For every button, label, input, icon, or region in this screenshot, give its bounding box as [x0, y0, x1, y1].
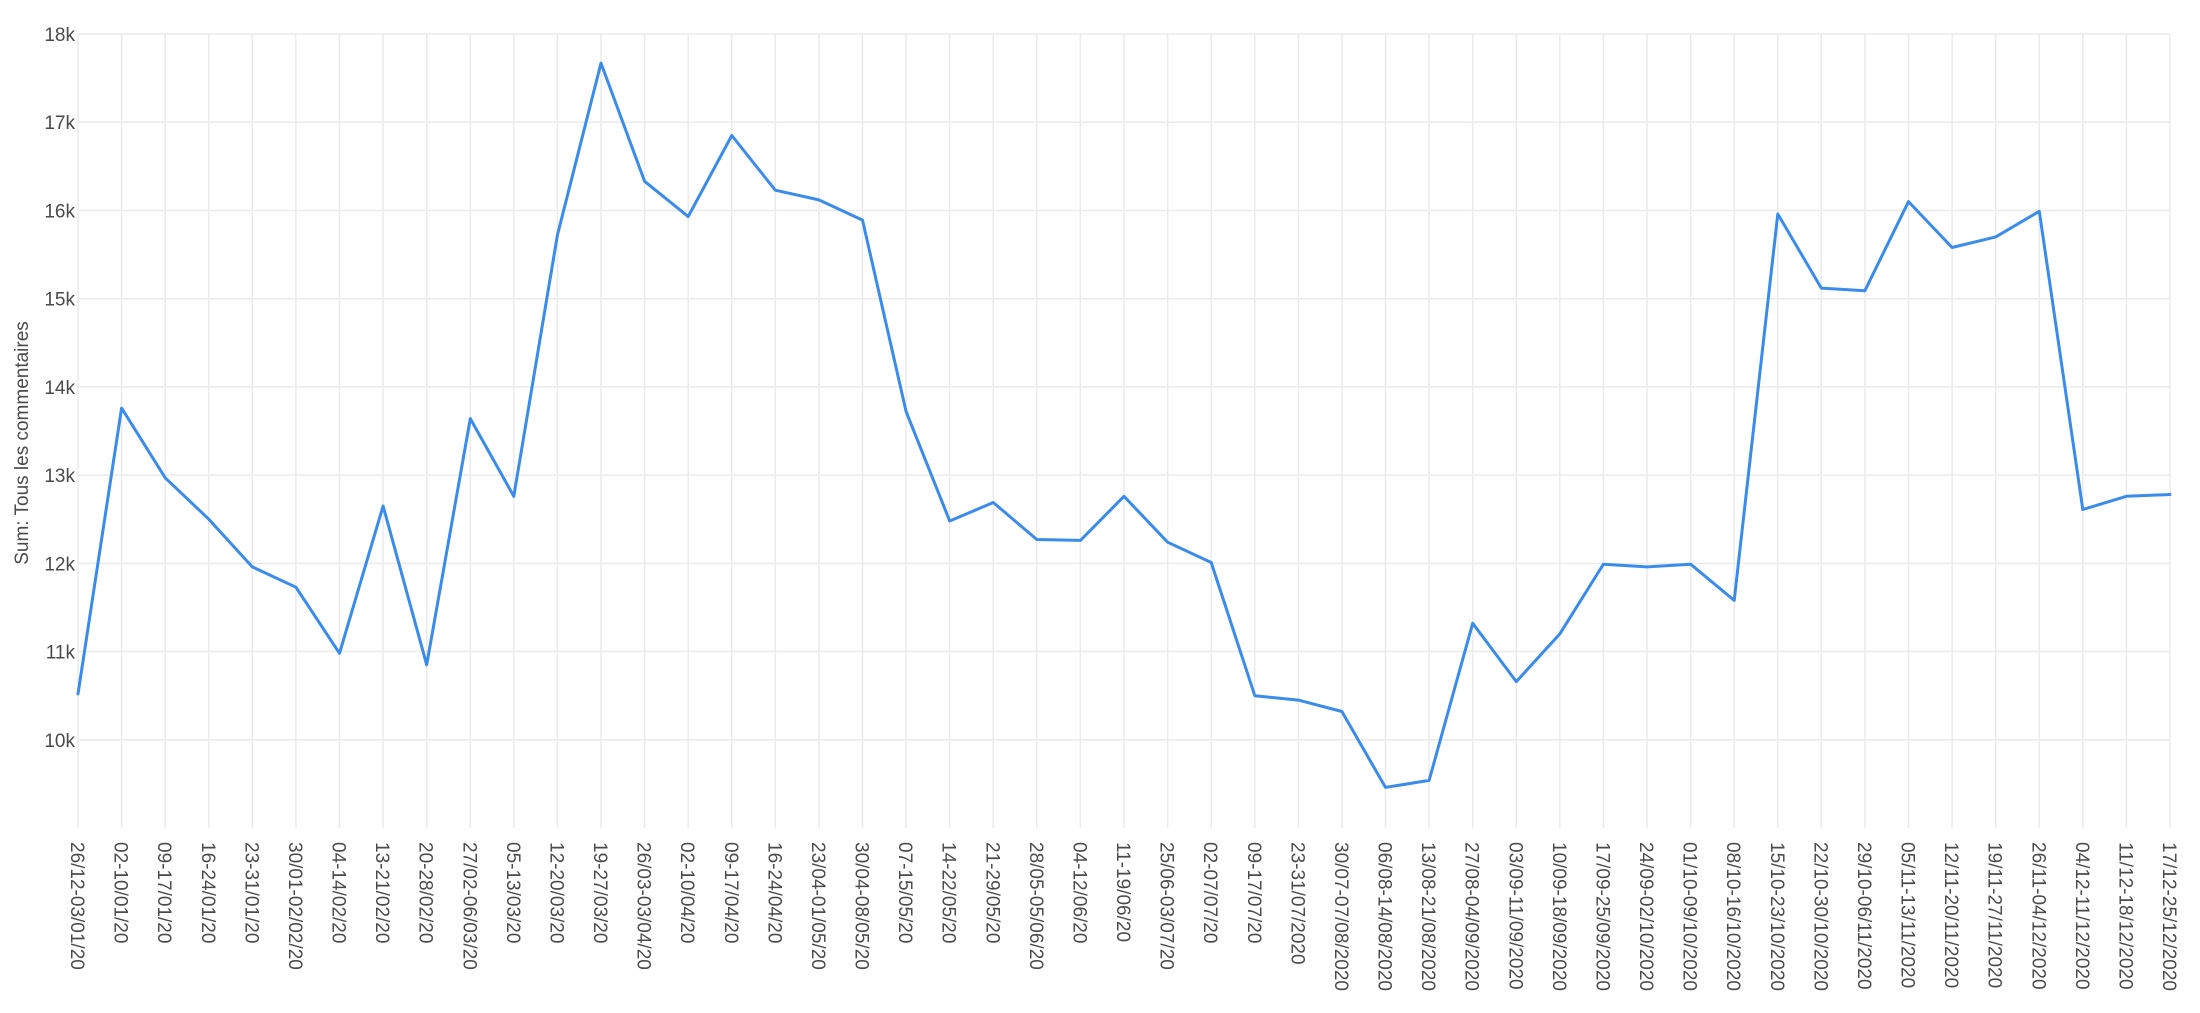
x-tick-label: 02-07/07/20 [1199, 842, 1220, 943]
y-axis-title: Sum: Tous les commentaires [12, 321, 33, 565]
x-tick-label: 12-20/03/20 [545, 842, 566, 943]
x-tick-label: 26/12-03/01/20 [66, 842, 87, 970]
x-tick-label: 19/11-27/11/2020 [1984, 842, 2005, 988]
x-tick-label: 27/08-04/09/2020 [1461, 842, 1482, 991]
x-axis-ticks: 26/12-03/01/20 02-10/01/20 09-17/01/20 16-2… [66, 842, 2179, 991]
x-tick-label: 22/10-30/10/2020 [1809, 842, 1830, 991]
x-tick-label: 30/07-07/08/2020 [1330, 842, 1351, 991]
x-tick-label: 27/02-06/03/20 [458, 842, 479, 970]
y-tick-label: 10k [44, 731, 75, 752]
x-tick-label: 10/09-18/09/2020 [1548, 842, 1569, 991]
x-tick-label: 30/04-08/05/20 [851, 842, 872, 970]
x-tick-label: 05/11-13/11/2020 [1897, 842, 1918, 988]
x-tick-label: 09-17/07/20 [1243, 842, 1264, 943]
x-tick-label: 17/12-25/12/2020 [2158, 842, 2179, 991]
x-tick-label: 29/10-06/11/2020 [1853, 842, 1874, 990]
x-tick-label: 17/09-25/09/2020 [1591, 842, 1612, 991]
x-tick-label: 23-31/07/2020 [1286, 842, 1307, 965]
x-tick-label: 16-24/01/20 [197, 842, 218, 943]
y-tick-label: 12k [44, 554, 75, 575]
x-tick-label: 01/10-09/10/2020 [1679, 842, 1700, 991]
y-tick-label: 16k [44, 201, 75, 222]
x-tick-label: 30/01-02/02/20 [284, 842, 305, 970]
x-tick-label: 28/05-05/06/20 [1025, 842, 1046, 970]
x-tick-label: 04-14/02/20 [328, 842, 349, 943]
series-line [76, 61, 2172, 789]
x-tick-label: 25/06-03/07/20 [1156, 842, 1177, 970]
x-tick-label: 06/08-14/08/2020 [1374, 842, 1395, 991]
x-tick-label: 23/04-01/05/20 [807, 842, 828, 970]
y-tick-label: 17k [44, 113, 75, 134]
x-tick-label: 23-31/01/20 [240, 842, 261, 943]
x-tick-label: 12/11-20/11/2020 [1940, 842, 1961, 988]
y-tick-label: 13k [44, 466, 75, 487]
series-layer [76, 61, 2172, 789]
y-tick-label: 15k [44, 290, 75, 311]
x-tick-label: 05-13/03/20 [502, 842, 523, 943]
grid-layer [77, 33, 2171, 828]
x-tick-label: 19-27/03/20 [589, 842, 610, 943]
x-tick-label: 07-15/05/20 [894, 842, 915, 943]
x-tick-label: 02-10/01/20 [110, 842, 131, 943]
x-tick-label: 26/11-04/12/2020 [2027, 842, 2048, 990]
x-tick-label: 09-17/01/20 [153, 842, 174, 943]
x-tick-label: 13/08-21/08/2020 [1417, 842, 1438, 991]
x-tick-label: 14-22/05/20 [938, 842, 959, 943]
x-tick-label: 13-21/02/20 [371, 842, 392, 943]
x-tick-label: 26/03-03/04/20 [633, 842, 654, 970]
x-tick-label: 11/12-18/12/2020 [2114, 842, 2135, 990]
x-tick-label: 24/09-02/10/2020 [1635, 842, 1656, 991]
x-tick-label: 04/12-11/12/2020 [2071, 842, 2092, 990]
y-tick-label: 14k [44, 378, 75, 399]
y-tick-label: 18k [44, 25, 75, 46]
x-tick-label: 09-17/04/20 [720, 842, 741, 943]
x-tick-label: 20-28/02/20 [415, 842, 436, 943]
x-tick-label: 21-29/05/20 [981, 842, 1002, 943]
x-tick-label: 02-10/04/20 [676, 842, 697, 943]
y-tick-label: 11k [46, 643, 76, 664]
x-tick-label: 11-19/06/20 [1112, 842, 1133, 942]
x-tick-label: 16-24/04/20 [763, 842, 784, 943]
x-tick-label: 15/10-23/10/2020 [1766, 842, 1787, 991]
x-tick-label: 04-12/06/20 [1068, 842, 1089, 943]
y-axis-ticks: 10k 11k 12k 13k 14k 15k 16k 17k 18k [44, 25, 75, 752]
x-tick-label: 08/10-16/10/2020 [1722, 842, 1743, 991]
x-tick-label: 03/09-11/09/2020 [1504, 842, 1525, 990]
